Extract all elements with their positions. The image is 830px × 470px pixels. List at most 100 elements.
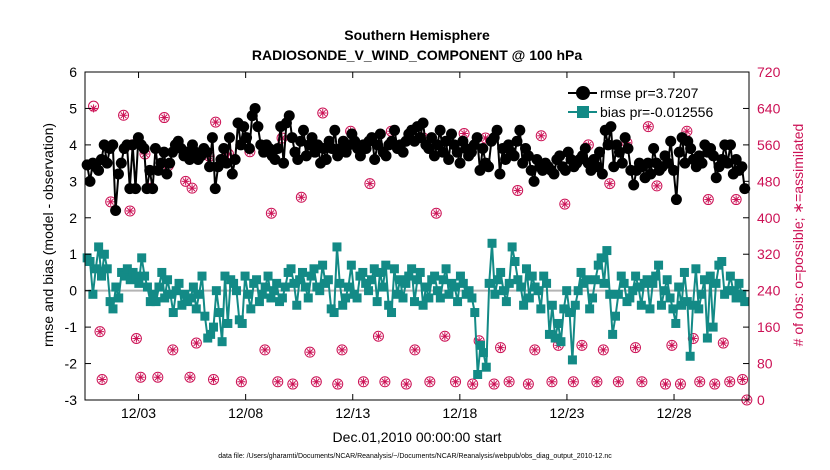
bias-point — [590, 275, 600, 285]
count-assimilated-marker — [704, 195, 713, 204]
bias-point — [705, 271, 715, 281]
bias-point — [565, 308, 575, 318]
count-possible-marker — [130, 333, 142, 344]
bias-point — [636, 300, 646, 310]
rmse-point — [272, 143, 284, 155]
bias-point — [734, 278, 744, 288]
bias-point — [668, 304, 678, 314]
bias-point — [231, 286, 241, 296]
asterisk-stroke — [212, 118, 219, 126]
rmse-point — [648, 143, 660, 155]
rmse-point — [112, 168, 124, 180]
y-axis-left-label: rmse and bias (model - observation) — [40, 123, 56, 347]
rmse-point — [206, 132, 218, 144]
bias-point — [407, 264, 417, 274]
count-possible-marker — [400, 378, 412, 390]
bias-point — [289, 278, 299, 288]
asterisk-stroke — [548, 378, 556, 385]
rmse-point — [514, 124, 526, 136]
asterisk-stroke — [525, 380, 532, 388]
count-possible-marker — [559, 198, 571, 210]
x-tick-label: 12/23 — [549, 405, 584, 421]
rmse-point — [389, 124, 401, 136]
rmse-point — [110, 204, 122, 216]
asterisk-stroke — [319, 109, 326, 117]
asterisk-stroke — [578, 342, 586, 349]
bias-point — [191, 304, 201, 314]
legend-bias-marker — [577, 106, 589, 118]
rmse-point — [397, 146, 409, 158]
bias-point — [677, 300, 687, 310]
bias-point — [85, 257, 95, 267]
count-assimilated-marker — [490, 380, 499, 389]
asterisk-stroke — [732, 196, 740, 203]
count-assimilated-marker — [168, 345, 177, 354]
bias-point — [114, 293, 124, 303]
count-possible-marker — [210, 116, 222, 128]
bias-point — [470, 308, 480, 318]
bias-point — [645, 304, 655, 314]
count-assimilated-marker — [468, 380, 477, 389]
bias-point — [125, 275, 135, 285]
x-tick-label: 12/03 — [121, 405, 156, 421]
bias-point — [415, 267, 425, 277]
bias-point — [418, 300, 428, 310]
bias-point — [372, 297, 382, 307]
bias-point — [504, 278, 514, 288]
y-right-tick-label: 320 — [757, 246, 781, 262]
rmse-point — [201, 146, 213, 158]
rmse-point — [374, 128, 386, 140]
rmse-point — [579, 143, 591, 155]
bias-point — [651, 271, 661, 281]
bias-point — [711, 278, 721, 288]
count-possible-marker — [612, 376, 624, 388]
bias-point — [728, 286, 738, 296]
rmse-point — [736, 161, 748, 173]
bias-point — [145, 297, 155, 307]
count-possible-marker — [379, 376, 391, 388]
asterisk-stroke — [107, 198, 114, 205]
bias-point — [519, 300, 529, 310]
asterisk-stroke — [268, 210, 275, 217]
count-possible-marker — [576, 339, 588, 351]
rmse-point — [329, 124, 341, 136]
count-possible-marker — [186, 182, 198, 194]
count-assimilated-marker — [725, 377, 734, 386]
y-left-tick-label: -3 — [65, 392, 78, 408]
count-possible-marker — [430, 207, 442, 219]
y-right-tick-label: 240 — [757, 283, 781, 299]
count-possible-marker — [674, 378, 686, 390]
asterisk-stroke — [441, 333, 448, 340]
bias-point — [142, 282, 152, 292]
rmse-point — [483, 161, 495, 173]
count-assimilated-marker — [719, 339, 728, 348]
rmse-point — [696, 157, 708, 169]
count-possible-marker — [364, 178, 376, 190]
rmse-point — [477, 143, 489, 155]
count-assimilated-marker — [661, 380, 670, 389]
asterisk-stroke — [677, 380, 684, 388]
count-assimilated-marker — [260, 345, 269, 354]
count-assimilated-marker — [318, 109, 327, 117]
bias-point — [361, 278, 371, 288]
bias-point — [421, 282, 431, 292]
bias-point — [137, 253, 147, 263]
chart-subtitle: RADIOSONDE_V_WIND_COMPONENT @ 100 hPa — [252, 47, 582, 63]
count-possible-marker — [317, 107, 329, 119]
asterisk-stroke — [298, 194, 305, 201]
bias-point — [163, 275, 173, 285]
count-possible-marker — [167, 344, 179, 356]
bias-point — [131, 271, 141, 281]
count-possible-marker — [724, 376, 736, 388]
bias-point — [631, 271, 641, 281]
y-right-tick-label: 720 — [757, 64, 781, 80]
bias-point — [300, 282, 310, 292]
rmse-point — [204, 161, 216, 173]
rmse-point — [724, 139, 736, 151]
count-possible-marker — [265, 207, 277, 219]
count-possible-marker — [737, 374, 749, 385]
count-assimilated-marker — [267, 209, 276, 218]
bias-point — [700, 275, 710, 285]
legend-bias-label: bias pr=-0.012556 — [600, 104, 713, 120]
count-possible-marker — [529, 344, 541, 356]
